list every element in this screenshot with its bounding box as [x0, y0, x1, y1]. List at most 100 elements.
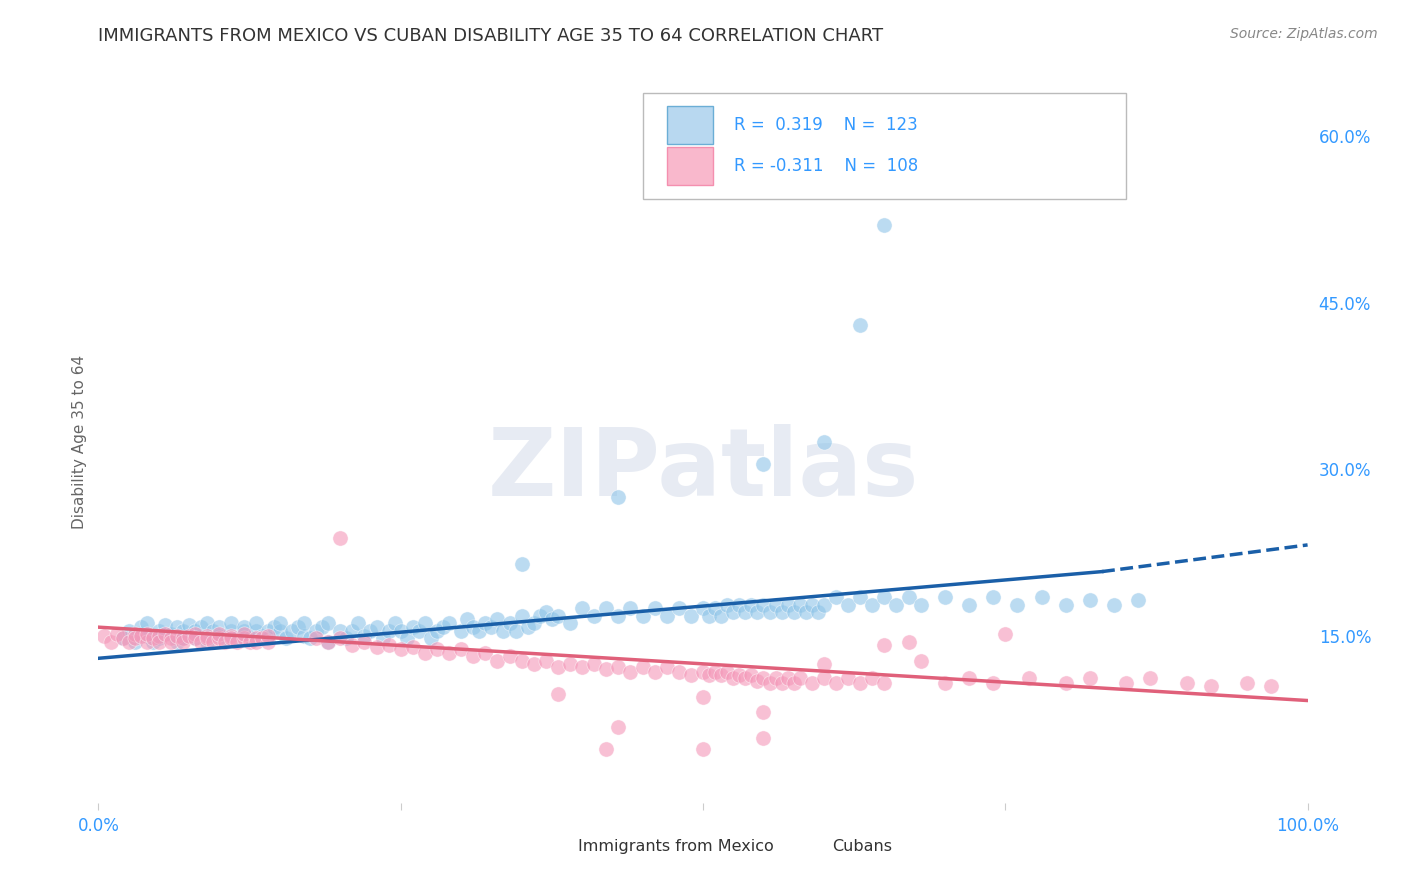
Point — [450, 642, 472, 657]
Point — [135, 629, 157, 643]
Point — [595, 742, 617, 756]
Point — [142, 634, 165, 648]
Point — [129, 620, 152, 634]
Point — [782, 605, 804, 619]
Point — [184, 627, 207, 641]
Point — [195, 615, 218, 630]
Point — [135, 615, 157, 630]
Point — [437, 646, 460, 660]
Text: Cubans: Cubans — [832, 839, 893, 855]
Point — [232, 627, 254, 641]
Point — [734, 671, 756, 685]
Point — [250, 632, 273, 646]
Point — [558, 615, 581, 630]
Point — [607, 660, 630, 674]
Point — [129, 629, 152, 643]
Point — [172, 624, 194, 638]
Point — [523, 657, 546, 671]
Point — [540, 612, 562, 626]
Point — [692, 690, 714, 705]
Point — [789, 671, 811, 685]
Point — [547, 609, 569, 624]
Point — [148, 629, 170, 643]
Point — [160, 634, 183, 648]
Point — [934, 590, 956, 604]
Point — [1236, 675, 1258, 690]
Point — [860, 598, 883, 612]
Point — [516, 620, 538, 634]
Point — [190, 620, 212, 634]
Point — [135, 634, 157, 648]
Bar — [540, 835, 571, 858]
Point — [981, 168, 1004, 182]
Point — [329, 531, 352, 545]
Point — [697, 668, 720, 682]
Point — [160, 632, 183, 646]
Point — [492, 624, 515, 638]
Point — [111, 632, 134, 646]
Point — [752, 598, 775, 612]
Point — [752, 705, 775, 719]
Point — [619, 601, 641, 615]
Point — [111, 632, 134, 646]
Point — [897, 590, 920, 604]
Point — [468, 624, 491, 638]
Point — [595, 662, 617, 676]
Point — [710, 609, 733, 624]
Point — [813, 657, 835, 671]
Point — [153, 618, 176, 632]
Y-axis label: Disability Age 35 to 64: Disability Age 35 to 64 — [72, 354, 87, 529]
Point — [723, 605, 745, 619]
Point — [523, 615, 546, 630]
Point — [118, 634, 141, 648]
Point — [813, 598, 835, 612]
Point — [208, 627, 231, 641]
Point — [142, 632, 165, 646]
Point — [474, 646, 496, 660]
Point — [329, 624, 352, 638]
Point — [384, 615, 406, 630]
Point — [221, 624, 243, 638]
Point — [172, 632, 194, 646]
Point — [366, 640, 388, 655]
Point — [153, 627, 176, 641]
Point — [190, 634, 212, 648]
Point — [776, 598, 799, 612]
Point — [1175, 675, 1198, 690]
Point — [342, 624, 364, 638]
Point — [510, 653, 533, 667]
Point — [529, 609, 551, 624]
Point — [837, 598, 859, 612]
Point — [571, 660, 593, 674]
Point — [1031, 590, 1053, 604]
Point — [897, 634, 920, 648]
Point — [1115, 675, 1137, 690]
Point — [124, 627, 146, 641]
Point — [305, 632, 328, 646]
Point — [239, 632, 262, 646]
Point — [245, 634, 267, 648]
Point — [747, 673, 769, 688]
Point — [481, 620, 503, 634]
Point — [747, 605, 769, 619]
Point — [335, 632, 357, 646]
Point — [377, 638, 399, 652]
Text: R = -0.311    N =  108: R = -0.311 N = 108 — [734, 157, 918, 175]
Point — [644, 601, 666, 615]
Point — [692, 742, 714, 756]
Point — [474, 615, 496, 630]
Point — [389, 624, 412, 638]
Point — [184, 632, 207, 646]
Point — [148, 624, 170, 638]
Bar — [793, 835, 825, 858]
Point — [366, 620, 388, 634]
Point — [873, 675, 896, 690]
Point — [934, 675, 956, 690]
Point — [148, 634, 170, 648]
Point — [547, 660, 569, 674]
Point — [486, 612, 509, 626]
Point — [813, 434, 835, 449]
Point — [679, 668, 702, 682]
Point — [360, 624, 382, 638]
Point — [311, 620, 333, 634]
